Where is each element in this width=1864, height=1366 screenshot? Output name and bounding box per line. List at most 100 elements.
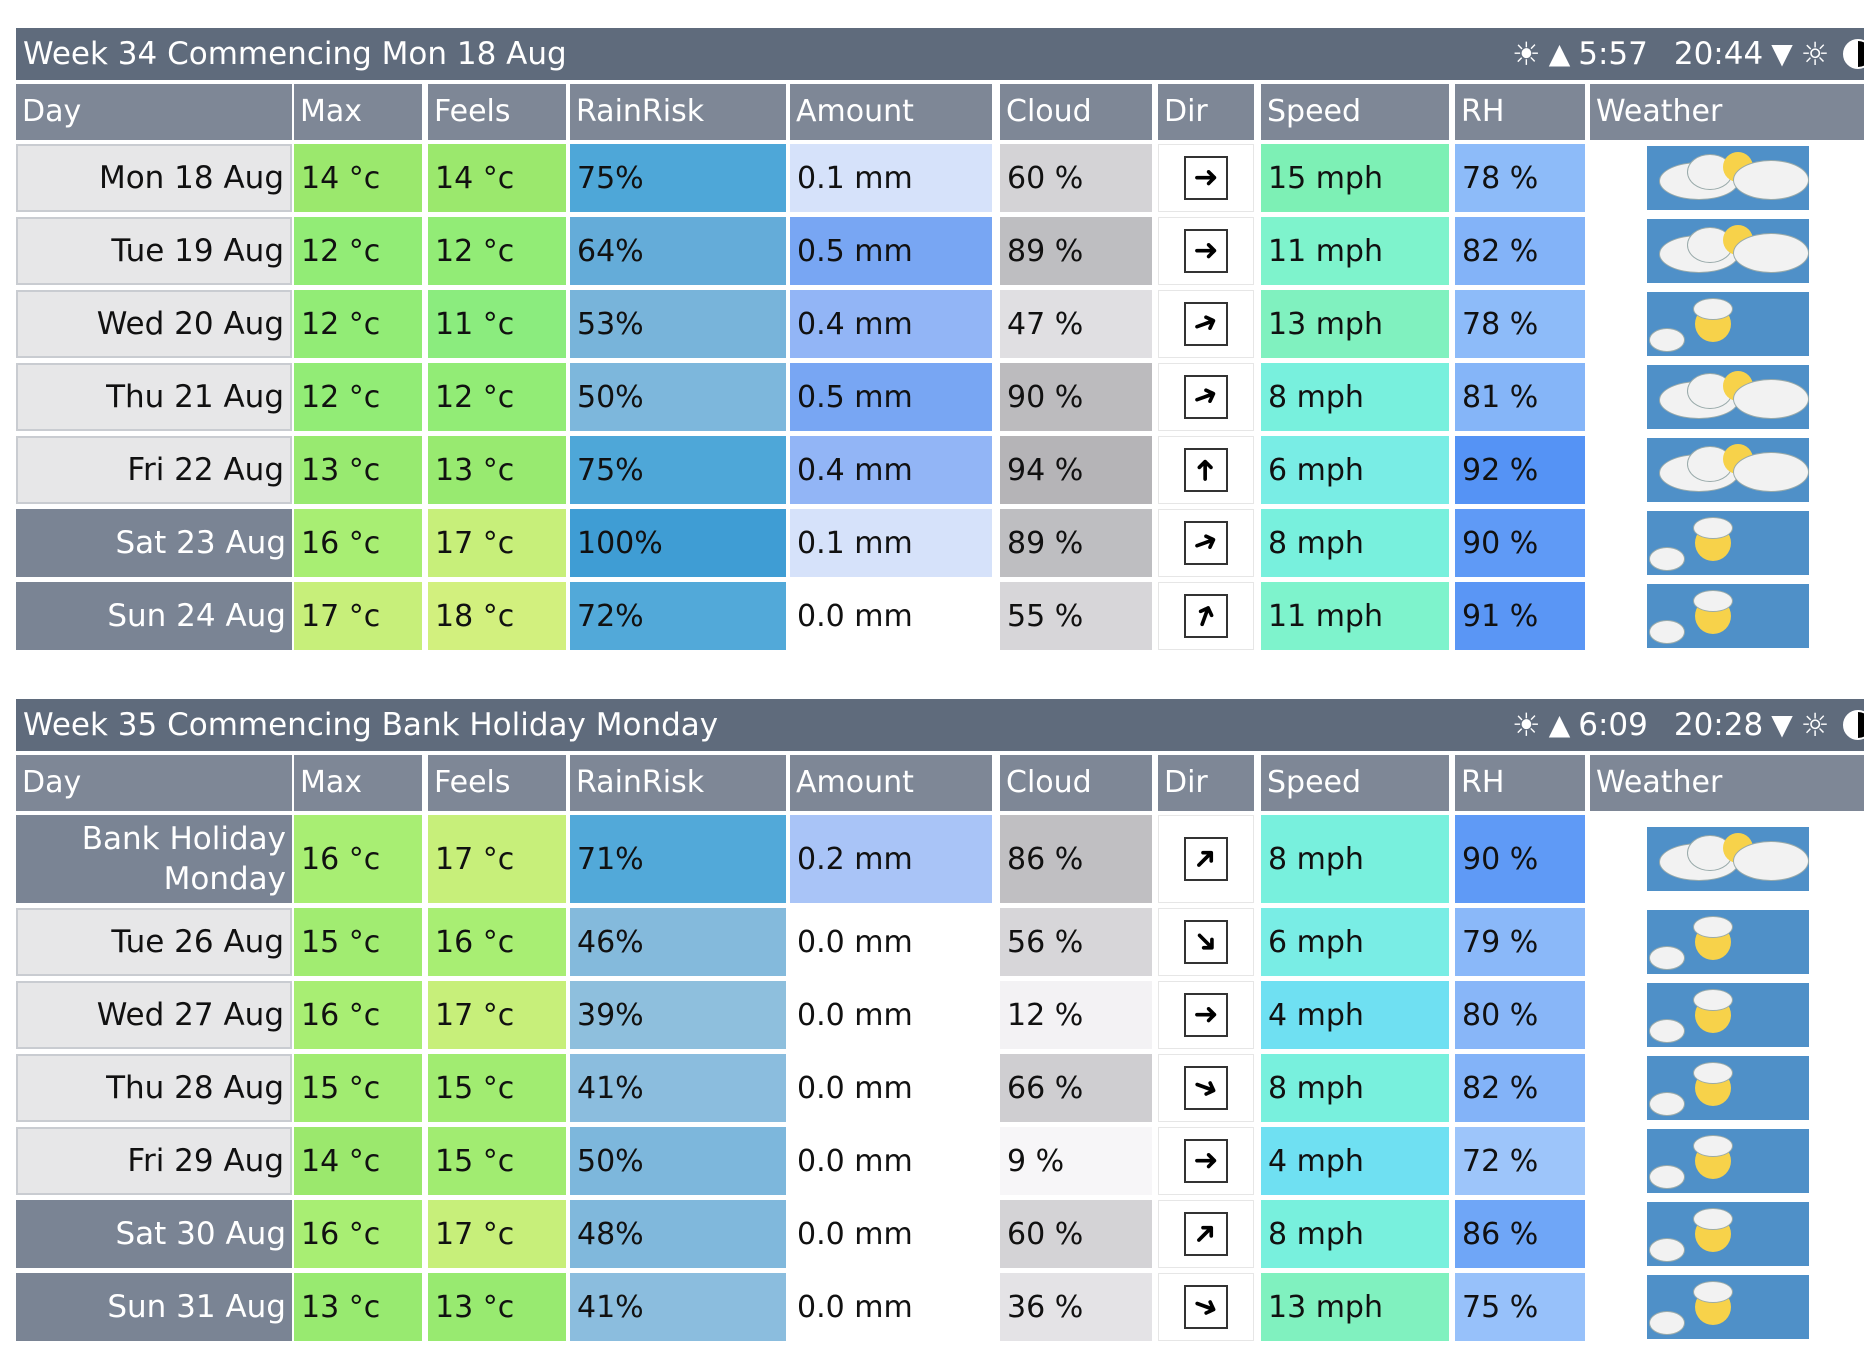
column-header-rh[interactable]: RH (1455, 755, 1585, 811)
light-cloud-icon (1647, 292, 1809, 356)
sun-times: ☀ ▲ 6:09 20:28 ▼ ☼ (1512, 699, 1864, 751)
wind-arrow-icon: ➜ (1184, 1285, 1228, 1329)
feels-like-cell: 12 °c (428, 217, 566, 285)
arrow-glyph: ➜ (1193, 233, 1219, 268)
rain-amount-cell: 0.0 mm (790, 1273, 992, 1341)
column-header-amount[interactable]: Amount (790, 84, 992, 140)
forecast-row[interactable]: Sun 31 Aug 13 °c 13 °c 41% 0.0 mm 36 % ➜ 13 mph… (16, 1273, 1864, 1341)
column-header-weather[interactable]: Weather (1590, 84, 1864, 140)
max-temp-cell: 16 °c (294, 1200, 422, 1268)
forecast-row[interactable]: Wed 20 Aug 12 °c 11 °c 53% 0.4 mm 47 % ➜ 13 mph… (16, 290, 1864, 358)
sunny-intervals-icon (1647, 146, 1809, 210)
wind-speed-cell: 11 mph (1261, 217, 1449, 285)
wind-arrow-icon: ➜ (1184, 1139, 1228, 1183)
weather-cell (1590, 1127, 1864, 1195)
rain-risk-cell: 75% (570, 144, 786, 212)
weather-cell (1590, 908, 1864, 976)
arrow-glyph: ➜ (1184, 1212, 1227, 1255)
light-cloud-icon (1647, 1056, 1809, 1120)
forecast-row[interactable]: Thu 28 Aug 15 °c 15 °c 41% 0.0 mm 66 % ➜ 8 mph 8… (16, 1054, 1864, 1122)
day-cell: Wed 27 Aug (16, 981, 292, 1049)
arrow-glyph: ➜ (1193, 997, 1219, 1032)
cloud-cover-cell: 94 % (1000, 436, 1152, 504)
forecast-row[interactable]: Mon 18 Aug 14 °c 14 °c 75% 0.1 mm 60 % ➜ 15 mph… (16, 144, 1864, 212)
day-label: Tue 26 Aug (111, 924, 284, 960)
column-header-cloud[interactable]: Cloud (1000, 755, 1152, 811)
forecast-row[interactable]: Wed 27 Aug 16 °c 17 °c 39% 0.0 mm 12 % ➜ 4 mph 8… (16, 981, 1864, 1049)
column-header-rainrisk[interactable]: RainRisk (570, 755, 786, 811)
light-cloud-icon (1647, 584, 1809, 648)
column-header-dir[interactable]: Dir (1158, 755, 1254, 811)
humidity-cell: 78 % (1455, 144, 1585, 212)
column-header-max[interactable]: Max (294, 84, 422, 140)
day-label: Wed 27 Aug (96, 997, 284, 1033)
day-label: Sun 31 Aug (107, 1289, 286, 1325)
rain-amount-cell: 0.2 mm (790, 815, 992, 903)
forecast-row[interactable]: Sun 24 Aug 17 °c 18 °c 72% 0.0 mm 55 % ➜ 11 mph… (16, 582, 1864, 650)
weather-cell (1590, 290, 1864, 358)
cloud-cover-cell: 12 % (1000, 981, 1152, 1049)
rain-amount-cell: 0.5 mm (790, 217, 992, 285)
sunrise-arrow-icon: ▲ (1548, 708, 1571, 741)
arrow-glyph: ➜ (1188, 1285, 1224, 1328)
forecast-row[interactable]: Tue 19 Aug 12 °c 12 °c 64% 0.5 mm 89 % ➜ 11 mph… (16, 217, 1864, 285)
sunny-intervals-icon (1647, 827, 1809, 891)
wind-speed-cell: 4 mph (1261, 1127, 1449, 1195)
feels-like-cell: 13 °c (428, 436, 566, 504)
rain-amount-cell: 0.0 mm (790, 981, 992, 1049)
cloud-cover-cell: 9 % (1000, 1127, 1152, 1195)
column-header-weather[interactable]: Weather (1590, 755, 1864, 811)
sunset-arrow-icon: ▼ (1771, 37, 1793, 70)
humidity-cell: 82 % (1455, 217, 1585, 285)
column-header-speed[interactable]: Speed (1261, 84, 1449, 140)
humidity-cell: 82 % (1455, 1054, 1585, 1122)
column-header-speed[interactable]: Speed (1261, 755, 1449, 811)
forecast-row[interactable]: Fri 29 Aug 14 °c 15 °c 50% 0.0 mm 9 % ➜ 4 mph 72… (16, 1127, 1864, 1195)
forecast-row[interactable]: Sat 30 Aug 16 °c 17 °c 48% 0.0 mm 60 % ➜ 8 mph 8… (16, 1200, 1864, 1268)
wind-speed-cell: 13 mph (1261, 290, 1449, 358)
forecast-row[interactable]: Bank Holiday Monday 16 °c 17 °c 71% 0.2 mm 86 … (16, 815, 1864, 903)
weather-cell (1590, 363, 1864, 431)
forecast-row[interactable]: Sat 23 Aug 16 °c 17 °c 100% 0.1 mm 89 % ➜ 8 mph… (16, 509, 1864, 577)
forecast-row[interactable]: Tue 26 Aug 15 °c 16 °c 46% 0.0 mm 56 % ➜ 6 mph 7… (16, 908, 1864, 976)
feels-like-cell: 13 °c (428, 1273, 566, 1341)
day-cell: Bank Holiday Monday (16, 815, 292, 903)
feels-like-cell: 17 °c (428, 509, 566, 577)
arrow-glyph: ➜ (1184, 837, 1227, 880)
arrow-glyph: ➜ (1185, 920, 1228, 963)
column-header-amount[interactable]: Amount (790, 755, 992, 811)
wind-arrow-icon: ➜ (1184, 993, 1228, 1037)
column-header-cloud[interactable]: Cloud (1000, 84, 1152, 140)
week-header: Week 34 Commencing Mon 18 Aug ☀ ▲ 5:57 20:44… (16, 28, 1864, 80)
day-label-line2: Monday (163, 861, 286, 897)
feels-like-cell: 17 °c (428, 981, 566, 1049)
day-cell: Sat 23 Aug (16, 509, 292, 577)
column-header-day[interactable]: Day (16, 84, 292, 140)
sunny-intervals-icon (1647, 219, 1809, 283)
sunset-time: 20:28 (1673, 707, 1764, 743)
column-header-feels[interactable]: Feels (428, 755, 566, 811)
column-header-rainrisk[interactable]: RainRisk (570, 84, 786, 140)
feels-like-cell: 14 °c (428, 144, 566, 212)
light-cloud-icon (1647, 1129, 1809, 1193)
weather-cell (1590, 1200, 1864, 1268)
column-header-rh[interactable]: RH (1455, 84, 1585, 140)
wind-speed-cell: 8 mph (1261, 815, 1449, 903)
column-header-day[interactable]: Day (16, 755, 292, 811)
forecast-row[interactable]: Thu 21 Aug 12 °c 12 °c 50% 0.5 mm 90 % ➜ 8 mph 8… (16, 363, 1864, 431)
arrow-glyph: ➜ (1193, 1143, 1219, 1178)
day-cell: Fri 29 Aug (16, 1127, 292, 1195)
column-header-feels[interactable]: Feels (428, 84, 566, 140)
rain-risk-cell: 41% (570, 1054, 786, 1122)
cloud-cover-cell: 60 % (1000, 144, 1152, 212)
column-header-max[interactable]: Max (294, 755, 422, 811)
column-header-dir[interactable]: Dir (1158, 84, 1254, 140)
rain-risk-cell: 75% (570, 436, 786, 504)
wind-arrow-icon: ➜ (1184, 156, 1228, 200)
week-header: Week 35 Commencing Bank Holiday Monday ☀ ▲… (16, 699, 1864, 751)
wind-direction-cell: ➜ (1158, 217, 1254, 285)
wind-arrow-icon: ➜ (1184, 1066, 1228, 1110)
rain-risk-cell: 64% (570, 217, 786, 285)
forecast-row[interactable]: Fri 22 Aug 13 °c 13 °c 75% 0.4 mm 94 % ➜ 6 mph 9… (16, 436, 1864, 504)
day-cell: Sun 31 Aug (16, 1273, 292, 1341)
